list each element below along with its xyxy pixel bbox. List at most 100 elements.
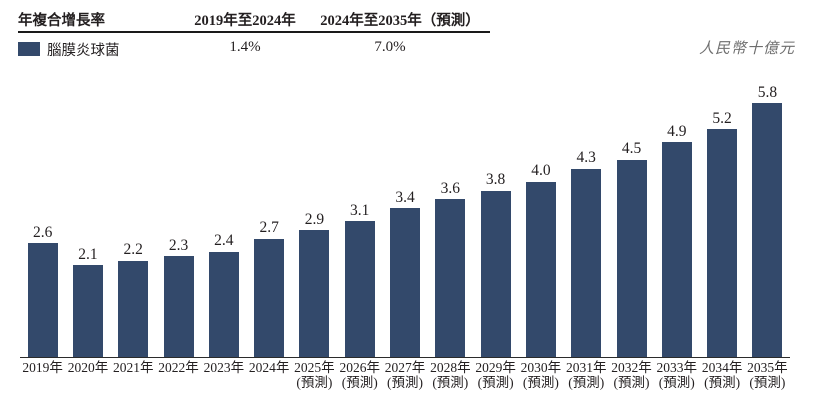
x-tick-2031年: 2031年 (預測)	[564, 360, 609, 390]
x-tick-year-label: 2035年	[747, 360, 788, 375]
bar-column: 4.3	[564, 150, 609, 357]
x-tick-year-label: 2027年	[384, 360, 426, 375]
bar-value-label: 2.9	[304, 210, 325, 228]
bar-column: 2.2	[111, 242, 156, 357]
x-tick-year-label: 2025年	[294, 360, 335, 375]
x-tick-2026年: 2026年 (預測)	[337, 360, 382, 390]
bar-column: 4.0	[518, 163, 563, 357]
x-tick-2033年: 2033年 (預測)	[654, 360, 699, 390]
x-tick-2021年: 2021年	[111, 360, 156, 390]
x-tick-forecast-label: (預測)	[658, 375, 695, 390]
x-tick-year-label: 2022年	[158, 360, 199, 375]
bar-column: 2.4	[201, 233, 246, 357]
bar-2020年	[72, 265, 103, 357]
cagr-period2-header: 2024年至2035年（預測）	[320, 13, 480, 29]
x-tick-year-label: 2023年	[203, 360, 245, 375]
bar-value-label: 3.6	[440, 179, 460, 197]
x-tick-2020年: 2020年	[65, 360, 110, 390]
bar-column: 3.6	[428, 181, 473, 357]
bar-value-label: 4.5	[621, 140, 642, 158]
bar-value-label: 3.8	[485, 171, 506, 189]
bar-column: 2.6	[20, 225, 65, 357]
x-tick-forecast-label: (預測)	[704, 375, 741, 390]
bar-value-label: 2.3	[168, 236, 189, 254]
bar-column: 2.1	[65, 246, 110, 357]
x-tick-2034年: 2034年 (預測)	[699, 360, 744, 390]
x-tick-year-label: 2028年	[430, 360, 471, 375]
bar-value-label: 5.8	[757, 83, 778, 101]
x-tick-year-label: 2021年	[112, 360, 154, 375]
bar-2035年	[752, 103, 783, 357]
x-tick-year-label: 2030年	[520, 360, 562, 375]
bar-value-label: 5.2	[712, 109, 732, 127]
x-tick-forecast-label: (預測)	[387, 375, 424, 390]
bar-value-label: 2.4	[214, 232, 234, 250]
x-tick-2027年: 2027年 (預測)	[382, 360, 427, 390]
bar-2030年	[525, 181, 556, 357]
x-tick-forecast-label: (預測)	[568, 375, 605, 390]
bar-column: 5.8	[745, 83, 790, 357]
bar-2026年	[344, 221, 375, 357]
bar-2031年	[571, 168, 602, 357]
bar-value-label: 4.9	[667, 122, 687, 140]
bar-value-label: 4.3	[576, 149, 596, 167]
bar-column: 3.4	[382, 190, 427, 357]
x-tick-year-label: 2019年	[22, 360, 63, 375]
bar-column: 2.7	[246, 220, 291, 357]
bar-2019年	[27, 243, 58, 357]
bar-column: 2.9	[292, 210, 337, 357]
header-divider	[18, 31, 490, 33]
bar-value-label: 3.1	[350, 201, 370, 219]
bar-2024年	[254, 238, 285, 357]
x-tick-2019年: 2019年	[20, 360, 65, 390]
x-tick-forecast-label: (預測)	[749, 375, 786, 390]
bar-value-label: 2.2	[123, 241, 143, 259]
x-tick-2029年: 2029年 (預測)	[473, 360, 518, 390]
x-tick-forecast-label: (預測)	[477, 375, 514, 390]
cagr-period1-value: 1.4%	[229, 39, 261, 55]
x-tick-forecast-label: (預測)	[296, 375, 333, 390]
bar-2029年	[480, 190, 511, 357]
bar-2032年	[616, 159, 647, 357]
legend-label: 腦膜炎球菌	[47, 43, 120, 59]
bar-2028年	[435, 199, 466, 357]
bar-2034年	[707, 129, 738, 357]
bar-column: 3.8	[473, 172, 518, 357]
x-tick-forecast-label: (預測)	[522, 375, 559, 390]
bar-column: 5.2	[699, 111, 744, 357]
x-tick-forecast-label: (預測)	[341, 375, 378, 390]
x-tick-2030年: 2030年 (預測)	[518, 360, 563, 390]
x-tick-year-label: 2020年	[67, 360, 109, 375]
cagr-table-title: 年複合增長率	[18, 13, 105, 29]
bar-column: 3.1	[337, 203, 382, 357]
bar-value-label: 2.7	[259, 219, 279, 237]
bar-column: 4.5	[609, 141, 654, 357]
bar-2023年	[208, 251, 239, 357]
bar-column: 2.3	[156, 238, 201, 357]
x-tick-2032年: 2032年 (預測)	[609, 360, 654, 390]
bar-column: 4.9	[654, 124, 699, 357]
bar-2033年	[661, 142, 692, 357]
x-tick-year-label: 2029年	[475, 360, 516, 375]
bar-2022年	[163, 256, 194, 357]
bars-row: 2.6 2.1 2.2 2.3 2.4 2.7 2.9 3.1 3.4 3.6 3.8 4.0 4.3 4…	[20, 84, 790, 358]
legend-swatch	[18, 42, 40, 56]
x-tick-year-label: 2034年	[701, 360, 743, 375]
x-tick-forecast-label: (預測)	[613, 375, 650, 390]
bar-2021年	[118, 260, 149, 357]
bar-value-label: 2.6	[32, 223, 53, 241]
ticks-row: 2019年 2020年 2021年 2022年 2023年 2024年 2025年 (預測) 2…	[20, 360, 790, 390]
x-tick-2022年: 2022年	[156, 360, 201, 390]
x-tick-2024年: 2024年	[246, 360, 291, 390]
cagr-period1-header: 2019年至2024年	[194, 13, 296, 29]
x-tick-2028年: 2028年 (預測)	[428, 360, 473, 390]
x-tick-year-label: 2031年	[565, 360, 607, 375]
bar-value-label: 4.0	[531, 162, 551, 180]
x-tick-2025年: 2025年 (預測)	[292, 360, 337, 390]
x-tick-2023年: 2023年	[201, 360, 246, 390]
x-tick-year-label: 2032年	[611, 360, 652, 375]
x-tick-2035年: 2035年 (預測)	[745, 360, 790, 390]
bar-2025年	[299, 230, 330, 357]
x-tick-year-label: 2026年	[339, 360, 380, 375]
